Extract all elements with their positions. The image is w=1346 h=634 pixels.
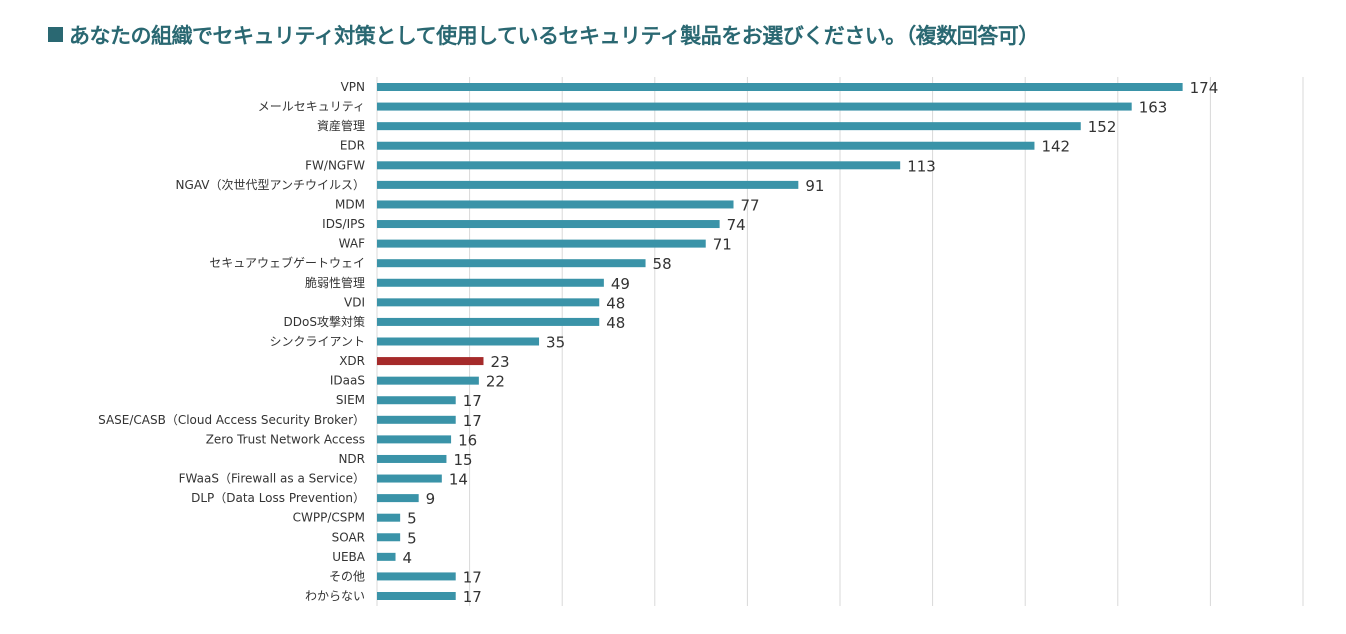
bar bbox=[377, 83, 1183, 91]
bar bbox=[377, 141, 1035, 150]
category-label: XDR bbox=[339, 354, 365, 368]
category-label: MDM bbox=[335, 197, 365, 211]
category-label: IDaaS bbox=[330, 374, 365, 388]
bar bbox=[377, 298, 600, 307]
data-label: 14 bbox=[449, 471, 468, 489]
category-label: UEBA bbox=[332, 550, 366, 564]
bar bbox=[377, 102, 1132, 111]
bar bbox=[377, 454, 447, 463]
data-label: 48 bbox=[606, 314, 625, 332]
category-label: 資産管理 bbox=[317, 118, 365, 133]
bar bbox=[377, 180, 799, 189]
category-label: CWPP/CSPM bbox=[293, 511, 365, 525]
data-label: 77 bbox=[741, 196, 760, 214]
category-label: その他 bbox=[329, 569, 365, 583]
bar bbox=[377, 357, 484, 366]
bar bbox=[377, 513, 401, 522]
category-label: FWaaS（Firewall as a Service） bbox=[179, 472, 365, 486]
category-label: WAF bbox=[339, 237, 365, 251]
category-label: SOAR bbox=[332, 530, 365, 544]
data-label: 9 bbox=[426, 490, 436, 508]
bar bbox=[377, 200, 734, 209]
data-label: 49 bbox=[611, 275, 630, 293]
data-label: 17 bbox=[463, 412, 482, 430]
data-label: 74 bbox=[727, 216, 746, 234]
bar bbox=[377, 572, 456, 581]
data-label: 16 bbox=[458, 431, 477, 449]
category-label: IDS/IPS bbox=[322, 217, 365, 231]
bar bbox=[377, 494, 419, 503]
bar bbox=[377, 415, 456, 424]
data-label: 23 bbox=[490, 353, 509, 371]
bar bbox=[377, 239, 706, 248]
bar bbox=[377, 435, 452, 444]
category-label: SIEM bbox=[336, 393, 365, 407]
bar bbox=[377, 592, 456, 600]
category-label: Zero Trust Network Access bbox=[206, 432, 365, 446]
chart-title-text: あなたの組織でセキュリティ対策として使用しているセキュリティ製品をお選びください… bbox=[69, 24, 1039, 48]
category-label: わからない bbox=[305, 589, 365, 603]
category-label: VPN bbox=[341, 80, 365, 94]
category-label: EDR bbox=[340, 139, 365, 153]
bar bbox=[377, 122, 1081, 131]
data-label: 17 bbox=[463, 568, 482, 586]
bar bbox=[377, 474, 442, 483]
data-label: 5 bbox=[407, 529, 417, 547]
square-bullet-icon bbox=[48, 27, 63, 42]
category-label: シンクライアント bbox=[269, 335, 365, 349]
bar bbox=[377, 396, 456, 405]
bar bbox=[377, 259, 646, 268]
data-label: 58 bbox=[653, 255, 672, 273]
bar bbox=[377, 552, 396, 561]
bar bbox=[377, 533, 401, 542]
category-label: NGAV（次世代型アンチウイルス） bbox=[176, 178, 365, 192]
data-label: 174 bbox=[1190, 79, 1219, 97]
category-label: セキュアウェブゲートウェイ bbox=[209, 255, 365, 270]
data-label: 91 bbox=[805, 177, 824, 195]
data-label: 35 bbox=[546, 334, 565, 352]
data-label: 17 bbox=[463, 588, 482, 606]
data-label: 17 bbox=[463, 392, 482, 410]
bar bbox=[377, 278, 604, 287]
category-label: FW/NGFW bbox=[305, 158, 365, 172]
data-label: 113 bbox=[907, 157, 936, 175]
data-label: 5 bbox=[407, 510, 417, 528]
chart-title: あなたの組織でセキュリティ対策として使用しているセキュリティ製品をお選びください… bbox=[48, 20, 1039, 50]
bar bbox=[377, 317, 600, 326]
data-label: 15 bbox=[453, 451, 472, 469]
data-label: 71 bbox=[713, 236, 732, 254]
category-label: 脆弱性管理 bbox=[305, 275, 365, 290]
bar bbox=[377, 376, 479, 385]
category-label: メールセキュリティ bbox=[258, 100, 365, 114]
data-label: 22 bbox=[486, 373, 505, 391]
data-label: 152 bbox=[1088, 118, 1117, 136]
category-label: DDoS攻撃対策 bbox=[284, 314, 365, 329]
bar bbox=[377, 337, 540, 346]
data-label: 163 bbox=[1139, 99, 1168, 117]
bar bbox=[377, 220, 720, 229]
data-label: 4 bbox=[403, 549, 413, 567]
category-label: SASE/CASB（Cloud Access Security Broker） bbox=[98, 413, 365, 427]
data-label: 142 bbox=[1041, 138, 1070, 156]
data-label: 48 bbox=[606, 294, 625, 312]
category-label: VDI bbox=[344, 295, 365, 309]
category-label: DLP（Data Loss Prevention） bbox=[191, 491, 365, 505]
category-label: NDR bbox=[338, 452, 365, 466]
bar bbox=[377, 161, 901, 170]
